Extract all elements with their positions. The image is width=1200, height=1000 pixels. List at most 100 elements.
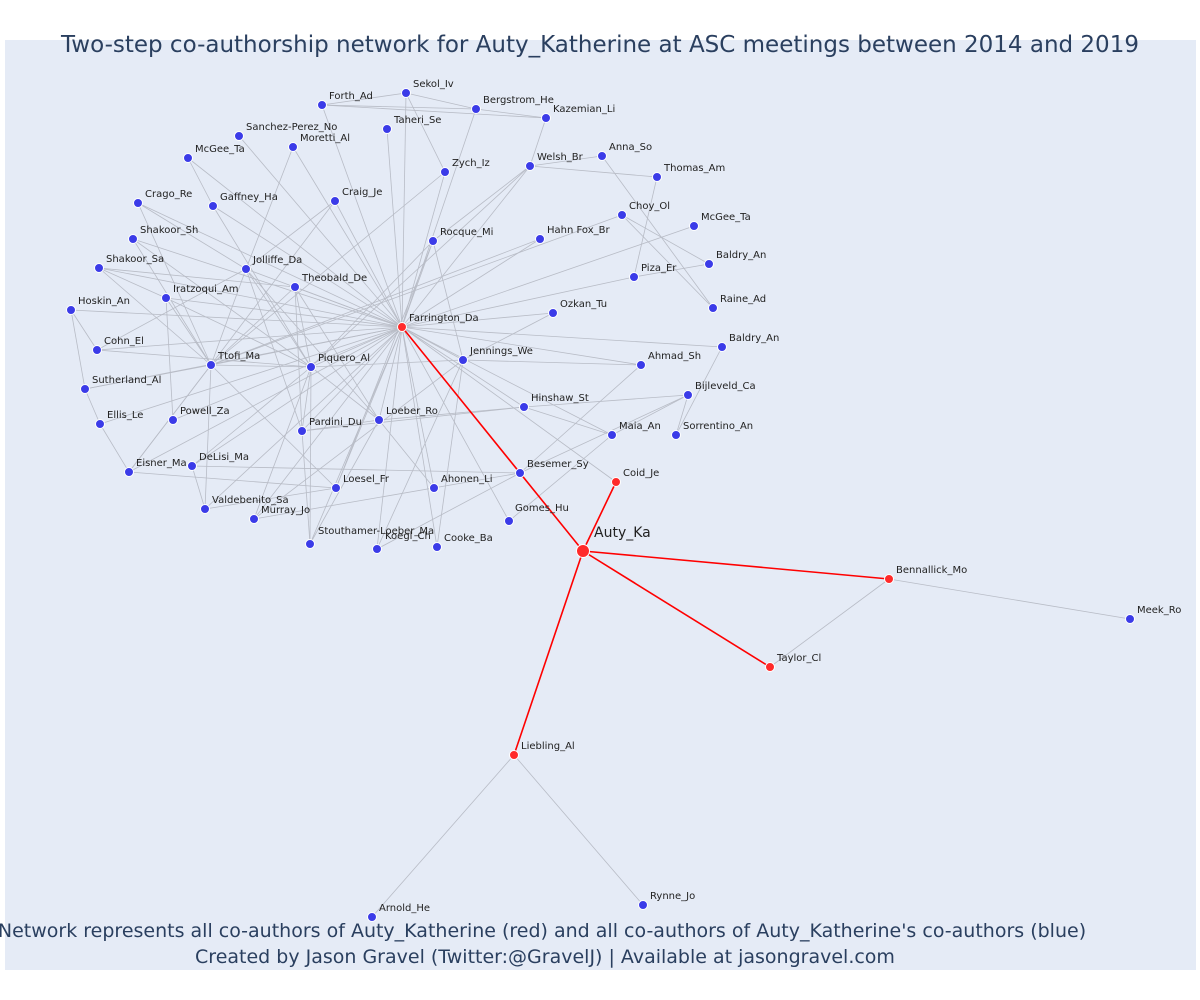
node-koegl[interactable]	[372, 544, 382, 554]
edge	[245, 200, 336, 270]
node-stouthamer[interactable]	[305, 539, 315, 549]
node-ahmad[interactable]	[636, 360, 646, 370]
edge	[210, 238, 541, 366]
node-label-coid: Coid_Je	[623, 468, 659, 479]
node-besemer[interactable]	[515, 468, 525, 478]
node-choy[interactable]	[617, 210, 627, 220]
node-murray[interactable]	[249, 514, 259, 524]
node-hinshaw[interactable]	[519, 402, 529, 412]
edge	[128, 471, 337, 489]
node-bennallick[interactable]	[884, 574, 894, 584]
edge	[601, 155, 714, 309]
node-rocque[interactable]	[428, 236, 438, 246]
edge	[633, 263, 710, 278]
node-valdebenito[interactable]	[200, 504, 210, 514]
node-eisner[interactable]	[124, 467, 134, 477]
node-shakoorSa[interactable]	[94, 263, 104, 273]
node-piza[interactable]	[629, 272, 639, 282]
focus-edge	[401, 326, 584, 552]
node-bergstrom[interactable]	[471, 104, 481, 114]
node-shakoorSh[interactable]	[128, 234, 138, 244]
node-farrington[interactable]	[397, 322, 407, 332]
node-mcgee1[interactable]	[183, 153, 193, 163]
edge	[401, 326, 617, 483]
edge	[462, 359, 642, 366]
plot-background	[5, 40, 1196, 970]
node-crago[interactable]	[133, 198, 143, 208]
node-label-jolliffe: Jolliffe_Da	[252, 255, 302, 266]
node-delisi[interactable]	[187, 461, 197, 471]
node-arnold[interactable]	[367, 912, 377, 922]
node-label-liebling: Liebling_Al	[521, 741, 575, 752]
edge	[376, 359, 464, 550]
node-label-kazemian: Kazemian_Li	[553, 104, 615, 115]
node-loeber[interactable]	[374, 415, 384, 425]
node-gaffney[interactable]	[208, 201, 218, 211]
node-loesel[interactable]	[331, 483, 341, 493]
node-welsh[interactable]	[525, 161, 535, 171]
node-hoskin[interactable]	[66, 305, 76, 315]
node-forth[interactable]	[317, 100, 327, 110]
node-ozkan[interactable]	[548, 308, 558, 318]
node-ttofi[interactable]	[206, 360, 216, 370]
node-label-welsh: Welsh_Br	[537, 152, 584, 163]
node-pardini[interactable]	[297, 426, 307, 436]
node-piquero[interactable]	[306, 362, 316, 372]
edge	[309, 366, 312, 545]
node-sekol[interactable]	[401, 88, 411, 98]
edge	[238, 135, 403, 328]
node-moretti[interactable]	[288, 142, 298, 152]
edge	[378, 326, 403, 421]
node-hahn[interactable]	[535, 234, 545, 244]
node-coid[interactable]	[611, 477, 621, 487]
node-jennings[interactable]	[458, 355, 468, 365]
node-label-baldry1: Baldry_An	[716, 250, 766, 261]
node-iratzoqui[interactable]	[161, 293, 171, 303]
edge	[310, 240, 434, 368]
node-sorrentino[interactable]	[671, 430, 681, 440]
node-sutherland[interactable]	[80, 384, 90, 394]
node-rynne[interactable]	[638, 900, 648, 910]
node-label-murray: Murray_Jo	[261, 505, 310, 516]
node-powell[interactable]	[168, 415, 178, 425]
node-theobald[interactable]	[290, 282, 300, 292]
node-baldry2[interactable]	[717, 342, 727, 352]
node-liebling[interactable]	[509, 750, 519, 760]
edge	[137, 202, 403, 328]
node-taheri[interactable]	[382, 124, 392, 134]
node-cooke[interactable]	[432, 542, 442, 552]
edge	[187, 157, 403, 328]
node-taylor[interactable]	[765, 662, 775, 672]
node-gomes[interactable]	[504, 516, 514, 526]
node-anna[interactable]	[597, 151, 607, 161]
node-baldry1[interactable]	[704, 259, 714, 269]
node-ahonen[interactable]	[429, 483, 439, 493]
node-jolliffe[interactable]	[241, 264, 251, 274]
node-label-ttofi: Ttofi_Ma	[217, 351, 260, 362]
node-sanchez[interactable]	[234, 131, 244, 141]
node-label-arnold: Arnold_He	[379, 903, 430, 914]
node-auty[interactable]	[576, 544, 590, 558]
edge	[401, 92, 407, 328]
node-label-maia: Maia_An	[619, 421, 661, 432]
edge	[84, 364, 212, 390]
node-craig[interactable]	[330, 196, 340, 206]
edge	[98, 267, 212, 366]
node-raine[interactable]	[708, 303, 718, 313]
node-zych[interactable]	[440, 167, 450, 177]
node-cohn[interactable]	[92, 345, 102, 355]
node-bijleveld[interactable]	[683, 390, 693, 400]
edge	[253, 366, 312, 520]
node-mcgee2[interactable]	[689, 221, 699, 231]
edge	[475, 108, 547, 119]
node-maia[interactable]	[607, 430, 617, 440]
node-meek[interactable]	[1125, 614, 1135, 624]
edge	[386, 128, 403, 328]
node-thomas[interactable]	[652, 172, 662, 182]
node-kazemian[interactable]	[541, 113, 551, 123]
edge	[172, 326, 403, 421]
node-label-moretti: Moretti_Al	[300, 133, 350, 144]
edge	[70, 309, 86, 390]
node-ellis[interactable]	[95, 419, 105, 429]
edge	[98, 267, 296, 288]
